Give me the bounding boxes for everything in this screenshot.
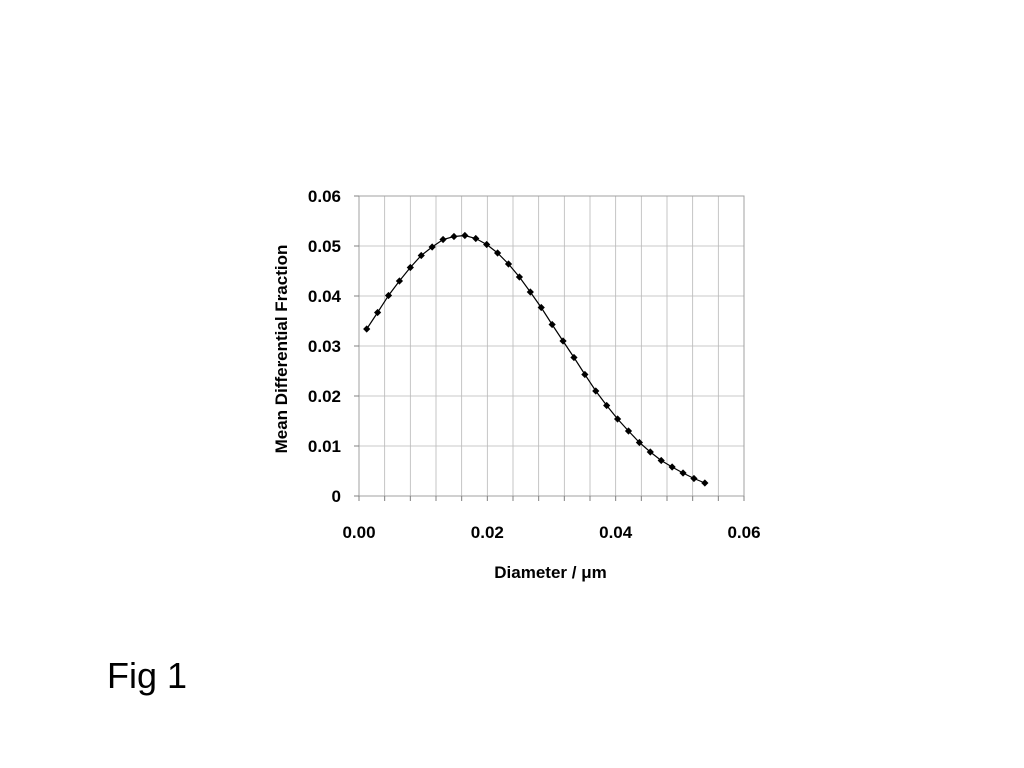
data-point [515,273,524,281]
data-point [494,249,502,257]
data-point [472,234,480,243]
y-axis-ticks: 0 0.01 0.02 0.03 0.04 0.05 0.06 [308,187,359,506]
data-point [417,251,425,260]
data-point [526,288,534,296]
data-point [679,469,687,477]
x-axis-ticks: 0.00 0.02 0.04 0.06 [342,496,761,542]
x-tick-label: 0.04 [599,523,633,542]
data-point [428,243,436,251]
y-tick-label: 0.06 [308,187,341,206]
data-point [701,479,709,487]
y-axis-title: Mean Differential Fraction [272,245,291,454]
data-point [548,320,556,329]
data-point [439,235,447,244]
x-axis-title: Diameter / μm [494,563,606,582]
data-point [646,448,654,456]
data-point [450,232,458,241]
data-point [406,263,414,272]
data-point [483,240,491,249]
data-point [603,401,611,410]
data-point [613,415,622,423]
data-point [592,387,600,395]
data-point [395,277,404,285]
data-point [690,474,698,483]
y-tick-label: 0.05 [308,237,341,256]
x-tick-label: 0.00 [342,523,375,542]
data-point [384,291,393,300]
data-point [657,456,665,465]
data-point [570,353,578,362]
data-point [537,303,545,312]
data-point [461,231,469,240]
data-point [624,427,633,435]
data-point [581,370,589,379]
figure-caption: Fig 1 [107,655,188,696]
data-point [504,260,513,268]
y-tick-label: 0.01 [308,437,341,456]
data-point [635,438,644,447]
y-tick-label: 0 [332,487,341,506]
y-tick-label: 0.03 [308,337,341,356]
x-tick-label: 0.06 [727,523,760,542]
data-point [668,463,676,471]
x-tick-label: 0.02 [471,523,504,542]
data-point [559,337,567,345]
grid-lines [359,196,744,496]
series-markers [363,231,709,487]
y-tick-label: 0.02 [308,387,341,406]
y-tick-label: 0.04 [308,287,342,306]
data-point [363,325,371,333]
data-point [374,308,382,317]
